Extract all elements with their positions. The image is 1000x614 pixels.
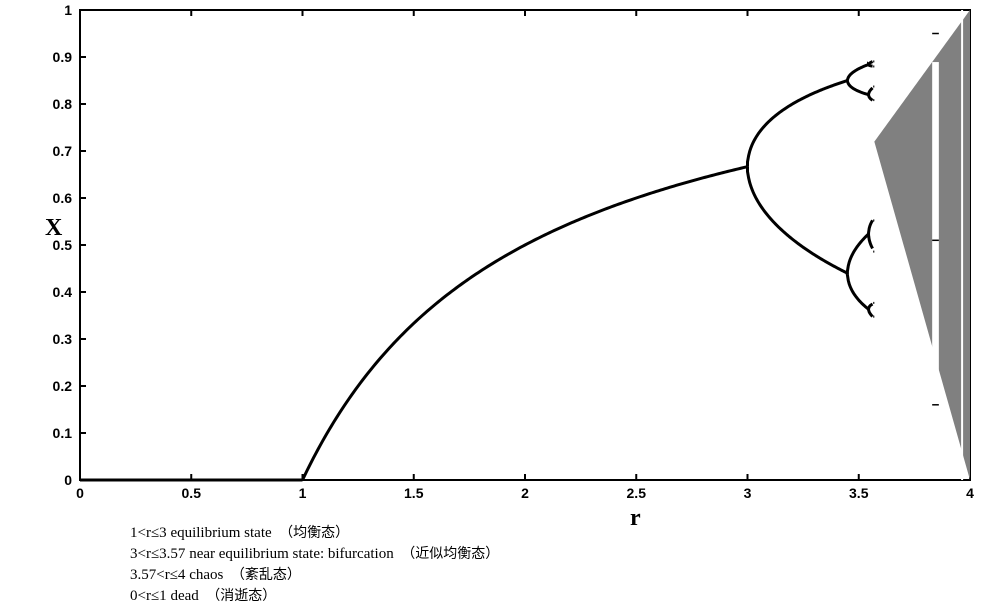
legend-en-0: equilibrium state — [170, 525, 271, 541]
legend-cn-0: （均衡态） — [279, 526, 349, 541]
svg-text:0.9: 0.9 — [53, 49, 73, 65]
legend-en-1: near equilibrium state: bifurcation — [189, 546, 394, 562]
svg-text:0: 0 — [64, 472, 72, 488]
svg-text:0.2: 0.2 — [53, 378, 73, 394]
svg-text:2.5: 2.5 — [627, 485, 647, 501]
legend-cn-1: （近似均衡态） — [401, 547, 499, 562]
legend-row-0: 1<r≤3 equilibrium state （均衡态） — [130, 523, 499, 544]
x-axis-label: r — [630, 505, 641, 532]
svg-text:0.6: 0.6 — [53, 190, 73, 206]
svg-text:0.8: 0.8 — [53, 96, 73, 112]
svg-text:0: 0 — [76, 485, 84, 501]
legend-range-1: 3<r≤3.57 — [130, 546, 185, 562]
svg-text:1: 1 — [64, 5, 72, 18]
svg-text:1.5: 1.5 — [404, 485, 424, 501]
svg-text:3.5: 3.5 — [849, 485, 869, 501]
legend-en-2: chaos — [189, 567, 223, 583]
svg-text:0.5: 0.5 — [182, 485, 202, 501]
chart-container: X 00.511.522.533.5400.10.20.30.40.50.60.… — [40, 5, 990, 605]
svg-text:0.7: 0.7 — [53, 143, 73, 159]
svg-text:2: 2 — [521, 485, 529, 501]
legend-cn-3: （消逝态） — [206, 589, 276, 604]
legend-row-3: 0<r≤1 dead （消逝态） — [130, 586, 499, 607]
legend-block: 1<r≤3 equilibrium state （均衡态） 3<r≤3.57 n… — [130, 523, 499, 607]
svg-text:1: 1 — [299, 485, 307, 501]
legend-range-3: 0<r≤1 — [130, 588, 167, 604]
legend-range-0: 1<r≤3 — [130, 525, 167, 541]
legend-row-2: 3.57<r≤4 chaos （紊乱态） — [130, 565, 499, 586]
svg-text:4: 4 — [966, 485, 974, 501]
svg-text:3: 3 — [744, 485, 752, 501]
legend-cn-2: （紊乱态） — [231, 568, 301, 583]
svg-text:0.4: 0.4 — [53, 284, 73, 300]
legend-range-2: 3.57<r≤4 — [130, 567, 185, 583]
y-axis-label: X — [45, 215, 62, 242]
legend-en-3: dead — [170, 588, 198, 604]
svg-text:0.1: 0.1 — [53, 425, 73, 441]
legend-row-1: 3<r≤3.57 near equilibrium state: bifurca… — [130, 544, 499, 565]
bifurcation-plot: 00.511.522.533.5400.10.20.30.40.50.60.70… — [40, 5, 990, 515]
svg-text:0.3: 0.3 — [53, 331, 73, 347]
